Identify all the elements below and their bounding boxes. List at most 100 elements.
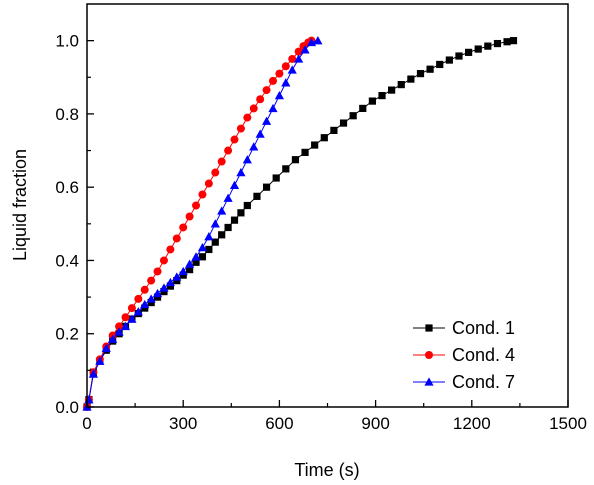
data-point <box>133 307 143 316</box>
data-point <box>253 192 261 200</box>
x-tick-label: 300 <box>169 414 197 433</box>
data-point <box>146 294 156 303</box>
data-point <box>172 234 181 243</box>
legend-marker <box>425 351 433 359</box>
data-point <box>230 135 239 144</box>
legend-marker <box>425 324 433 332</box>
x-tick-label: 0 <box>82 414 91 433</box>
legend-item: Cond. 1 <box>413 318 515 338</box>
axis-layer: 0 300 600 900 1200 1500 0.0 0.2 0.4 0.6 0.8 1.0 <box>55 32 587 433</box>
data-point <box>224 223 232 232</box>
data-point <box>445 56 453 64</box>
series-layer <box>82 36 518 411</box>
data-point <box>179 223 188 232</box>
data-point <box>115 322 124 331</box>
data-point <box>237 209 245 217</box>
data-point <box>197 243 208 252</box>
data-point <box>152 288 163 298</box>
data-point <box>217 157 226 166</box>
data-point <box>88 369 99 378</box>
data-point <box>236 124 245 133</box>
y-tick-label: 0.2 <box>55 325 79 344</box>
data-point <box>211 238 219 246</box>
data-point <box>464 48 473 56</box>
data-point <box>291 156 300 164</box>
data-point <box>301 148 309 156</box>
data-point <box>186 266 194 274</box>
data-point <box>191 252 201 261</box>
data-point <box>320 134 328 142</box>
data-point <box>294 54 304 63</box>
data-point <box>378 91 386 100</box>
data-point <box>159 256 168 265</box>
data-point <box>426 65 434 73</box>
data-point <box>230 216 239 224</box>
data-point <box>288 54 297 63</box>
data-point <box>178 266 188 276</box>
data-point <box>281 62 290 71</box>
data-point <box>272 174 280 182</box>
legend-marker <box>424 377 434 386</box>
y-tick-label: 0.4 <box>55 251 79 270</box>
data-point <box>249 142 259 151</box>
data-point <box>407 75 415 83</box>
data-point <box>281 78 291 87</box>
data-point <box>204 232 214 241</box>
data-point <box>205 245 213 254</box>
data-point <box>359 104 367 113</box>
data-point <box>229 180 240 190</box>
data-point <box>166 245 175 254</box>
y-tick-label: 0.8 <box>55 105 79 124</box>
data-point <box>192 201 201 210</box>
x-axis-title: Time (s) <box>294 460 359 480</box>
x-tick-label: 1200 <box>453 414 491 433</box>
data-point <box>313 36 323 45</box>
y-tick-label: 0.6 <box>55 178 79 197</box>
x-tick-label: 900 <box>361 414 389 433</box>
data-point <box>236 167 246 177</box>
data-point <box>101 343 111 353</box>
data-point <box>134 294 143 303</box>
x-tick-label: 1500 <box>549 414 587 433</box>
data-point <box>474 45 482 53</box>
data-point <box>455 52 463 60</box>
legend-item: Cond. 4 <box>413 345 515 365</box>
data-point <box>165 277 175 287</box>
data-point <box>268 76 277 85</box>
data-point <box>120 321 131 331</box>
data-point <box>243 113 252 122</box>
series-3 <box>82 36 323 411</box>
data-point <box>249 104 258 113</box>
data-point <box>140 299 150 309</box>
data-point <box>192 258 200 266</box>
data-point <box>509 37 518 45</box>
x-tick-label: 600 <box>265 414 293 433</box>
series-line <box>86 40 319 408</box>
data-point <box>121 313 130 322</box>
y-tick-label: 1.0 <box>55 32 79 51</box>
data-point <box>198 190 207 199</box>
data-point <box>294 47 303 56</box>
series-line <box>86 40 514 408</box>
data-point <box>287 65 297 74</box>
data-point <box>300 45 310 54</box>
legend-label: Cond. 4 <box>452 345 515 365</box>
data-point <box>388 86 396 94</box>
data-point <box>484 42 492 50</box>
data-point <box>218 231 226 239</box>
data-point <box>147 276 156 285</box>
data-point <box>349 112 357 120</box>
legend: Cond. 1 Cond. 4 Cond. 7 <box>413 318 515 392</box>
data-point <box>493 39 502 48</box>
data-point <box>127 304 136 313</box>
data-point <box>275 69 284 78</box>
data-point <box>224 146 233 155</box>
data-point <box>159 283 169 292</box>
data-point <box>223 193 233 202</box>
data-point <box>217 206 227 215</box>
data-point <box>262 183 271 191</box>
data-point <box>255 129 265 138</box>
data-point <box>311 141 319 149</box>
legend-item: Cond. 7 <box>413 372 515 392</box>
data-point <box>330 126 338 134</box>
